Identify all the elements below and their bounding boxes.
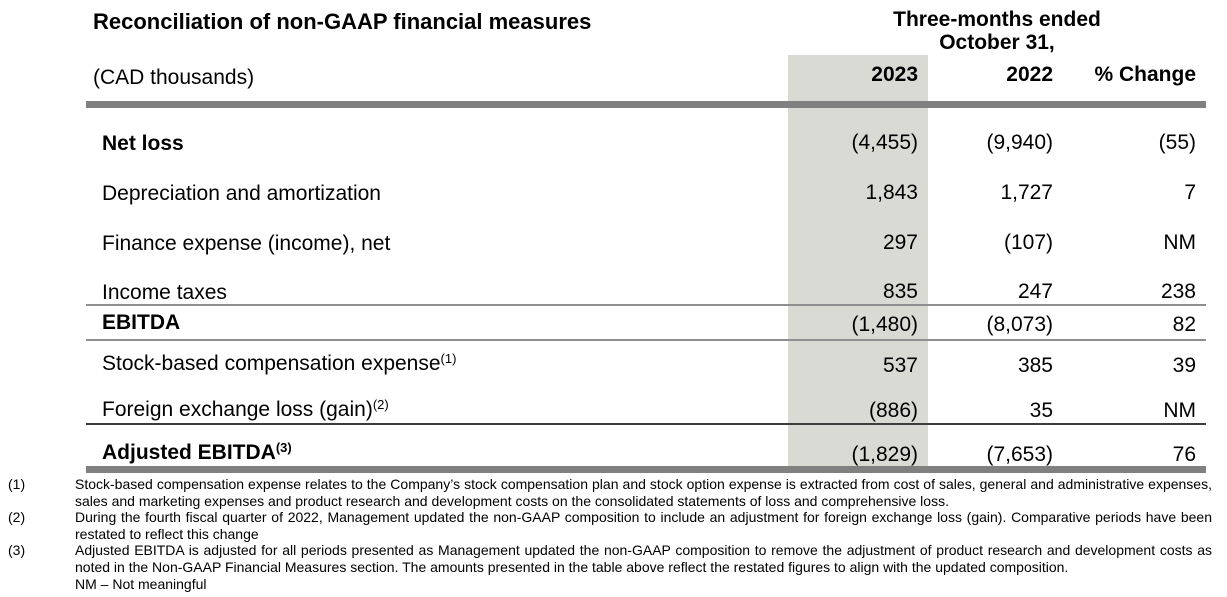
- footnote-text: Stock-based compensation expense relates…: [75, 476, 1212, 509]
- row-separator-above-ebitda: [86, 304, 1206, 306]
- value-2022: (7,653): [986, 443, 1053, 466]
- value-change: 82: [1172, 313, 1196, 336]
- value-change: 76: [1172, 443, 1196, 466]
- row-label-income-taxes: Income taxes: [102, 281, 227, 304]
- highlight-column-band: [788, 55, 928, 471]
- footnote-2: (2) During the fourth fiscal quarter of …: [0, 509, 1212, 542]
- footnote-3: (3) Adjusted EBITDA is adjusted for all …: [0, 542, 1212, 575]
- column-header-2023: 2023: [871, 63, 918, 86]
- footnote-number: (2): [8, 509, 26, 526]
- footnote-text: During the fourth fiscal quarter of 2022…: [75, 509, 1212, 542]
- value-change: 39: [1172, 354, 1196, 377]
- footnotes-section: (1) Stock-based compensation expense rel…: [0, 476, 1212, 592]
- header-rule: [86, 101, 1206, 108]
- value-2022: (8,073): [986, 313, 1053, 336]
- value-2023: 1,843: [865, 181, 918, 204]
- value-2023: (1,829): [851, 443, 918, 466]
- value-change: (55): [1158, 131, 1196, 154]
- row-label-stock-compensation: Stock-based compensation expense(1): [102, 351, 457, 375]
- value-2023: 835: [882, 280, 918, 303]
- row-label-adjusted-ebitda: Adjusted EBITDA(3): [102, 440, 292, 464]
- value-2023: 537: [882, 354, 918, 377]
- value-change: NM: [1163, 231, 1196, 254]
- unit-label: (CAD thousands): [93, 66, 255, 89]
- column-header-2022: 2022: [1006, 63, 1053, 86]
- period-header-line1: Three-months ended: [893, 8, 1101, 31]
- column-header-percent-change: % Change: [1094, 63, 1196, 86]
- footnote-ref: (1): [440, 351, 457, 366]
- value-2022: 35: [1029, 399, 1053, 422]
- footnote-ref: (3): [275, 440, 292, 455]
- row-label-depreciation: Depreciation and amortization: [102, 182, 381, 205]
- value-2022: (107): [1003, 231, 1053, 254]
- value-2022: 247: [1017, 280, 1053, 303]
- footnote-nm: NM – Not meaningful: [0, 576, 1212, 593]
- value-2022: 1,727: [1000, 181, 1053, 204]
- footnote-number: (1): [8, 476, 26, 492]
- footnote-number: [0, 576, 75, 593]
- period-header-line2: October 31,: [939, 31, 1055, 54]
- value-2022: (9,940): [986, 131, 1053, 154]
- row-label-foreign-exchange: Foreign exchange loss (gain)(2): [102, 397, 389, 421]
- row-separator-above-adjusted-ebitda: [86, 423, 1206, 425]
- table-bottom-rule: [86, 466, 1206, 473]
- footnote-1: (1) Stock-based compensation expense rel…: [0, 476, 1212, 509]
- value-2023: (886): [868, 399, 918, 422]
- footnote-number: (3): [8, 542, 26, 559]
- value-change: NM: [1163, 399, 1196, 422]
- value-2023: (1,480): [851, 313, 918, 336]
- row-label-net-loss: Net loss: [102, 132, 184, 155]
- value-2023: (4,455): [851, 131, 918, 154]
- value-change: 238: [1160, 280, 1196, 303]
- value-change: 7: [1184, 181, 1196, 204]
- value-2022: 385: [1017, 354, 1053, 377]
- row-label-finance-expense: Finance expense (income), net: [102, 232, 391, 255]
- footnote-text: NM – Not meaningful: [75, 575, 207, 592]
- page-title: Reconciliation of non-GAAP financial mea…: [93, 9, 592, 34]
- footnote-text: Adjusted EBITDA is adjusted for all peri…: [75, 542, 1212, 575]
- footnote-ref: (2): [372, 397, 389, 412]
- value-2023: 297: [882, 231, 918, 254]
- row-separator-below-ebitda: [86, 339, 1206, 341]
- row-label-ebitda: EBITDA: [102, 311, 181, 334]
- period-header: Three-months ended October 31,: [847, 8, 1147, 54]
